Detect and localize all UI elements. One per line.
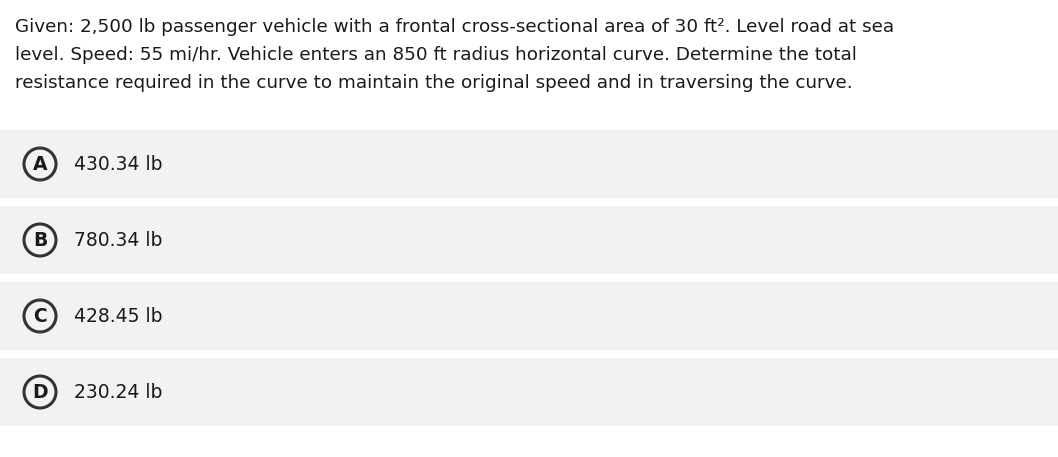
Text: C: C: [33, 307, 47, 325]
Text: 430.34 lb: 430.34 lb: [74, 154, 163, 174]
Text: A: A: [33, 154, 48, 174]
FancyBboxPatch shape: [0, 206, 1058, 274]
Text: level. Speed: 55 mi/hr. Vehicle enters an 850 ft radius horizontal curve. Determ: level. Speed: 55 mi/hr. Vehicle enters a…: [15, 46, 857, 64]
Text: 780.34 lb: 780.34 lb: [74, 230, 162, 250]
Text: D: D: [32, 383, 48, 402]
Text: resistance required in the curve to maintain the original speed and in traversin: resistance required in the curve to main…: [15, 74, 853, 92]
Text: 230.24 lb: 230.24 lb: [74, 383, 162, 402]
Text: Given: 2,500 lb passenger vehicle with a frontal cross-sectional area of 30 ft².: Given: 2,500 lb passenger vehicle with a…: [15, 18, 894, 36]
Text: B: B: [33, 230, 48, 250]
FancyBboxPatch shape: [0, 358, 1058, 426]
FancyBboxPatch shape: [0, 130, 1058, 198]
Text: 428.45 lb: 428.45 lb: [74, 307, 163, 325]
FancyBboxPatch shape: [0, 282, 1058, 350]
